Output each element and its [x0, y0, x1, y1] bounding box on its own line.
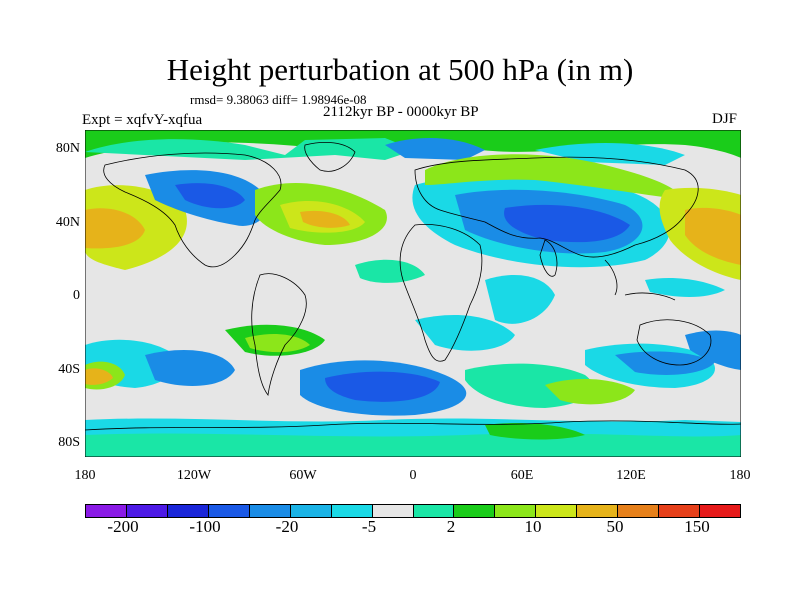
lon-label: 180	[729, 468, 751, 483]
colorbar-label: 50	[606, 517, 624, 536]
colorbar-swatch	[413, 505, 455, 517]
stats-text: rmsd= 9.38063 diff= 1.98946e-08	[190, 92, 367, 107]
season-label: DJF	[712, 111, 738, 127]
colorbar-label: -20	[275, 517, 299, 536]
lon-label: 60E	[510, 468, 534, 483]
colorbar-swatch	[659, 505, 701, 517]
height-perturbation-map	[85, 130, 741, 457]
colorbar	[85, 504, 741, 518]
colorbar-label: 2	[446, 517, 456, 536]
colorbar-swatch	[290, 505, 332, 517]
figure-title: Height perturbation at 500 hPa (in m)	[166, 52, 634, 87]
colorbar-swatch	[700, 505, 740, 517]
lon-label: 120W	[176, 468, 212, 483]
lon-label: 0	[409, 468, 417, 483]
lon-label: 60W	[289, 468, 317, 483]
lat-label: 80N	[55, 141, 80, 156]
lon-label: 120E	[616, 468, 646, 483]
colorbar-label: 150	[684, 517, 710, 536]
colorbar-swatch	[577, 505, 619, 517]
period-label: 2112kyr BP - 0000kyr BP	[323, 104, 479, 120]
colorbar-swatch	[331, 505, 373, 517]
colorbar-swatch	[618, 505, 660, 517]
lon-label: 180	[74, 468, 96, 483]
lat-label: 40N	[55, 215, 80, 230]
colorbar-swatch	[372, 505, 414, 517]
colorbar-label: -200	[107, 517, 139, 536]
colorbar-swatch	[495, 505, 537, 517]
experiment-label: Expt = xqfvY-xqfua	[82, 112, 203, 128]
colorbar-label: 10	[524, 517, 542, 536]
coastlines	[85, 141, 741, 431]
lat-label: 0	[73, 288, 80, 303]
colorbar-swatch	[208, 505, 250, 517]
colorbar-label: -100	[189, 517, 221, 536]
colorbar-swatch	[249, 505, 291, 517]
colorbar-swatch	[126, 505, 168, 517]
colorbar-swatch	[86, 505, 127, 517]
lat-label: 80S	[58, 435, 80, 450]
lat-label: 40S	[58, 362, 80, 377]
colorbar-label: -5	[361, 517, 377, 536]
colorbar-swatch	[167, 505, 209, 517]
colorbar-swatch	[536, 505, 578, 517]
contour-fields	[85, 130, 741, 457]
colorbar-swatch	[454, 505, 496, 517]
